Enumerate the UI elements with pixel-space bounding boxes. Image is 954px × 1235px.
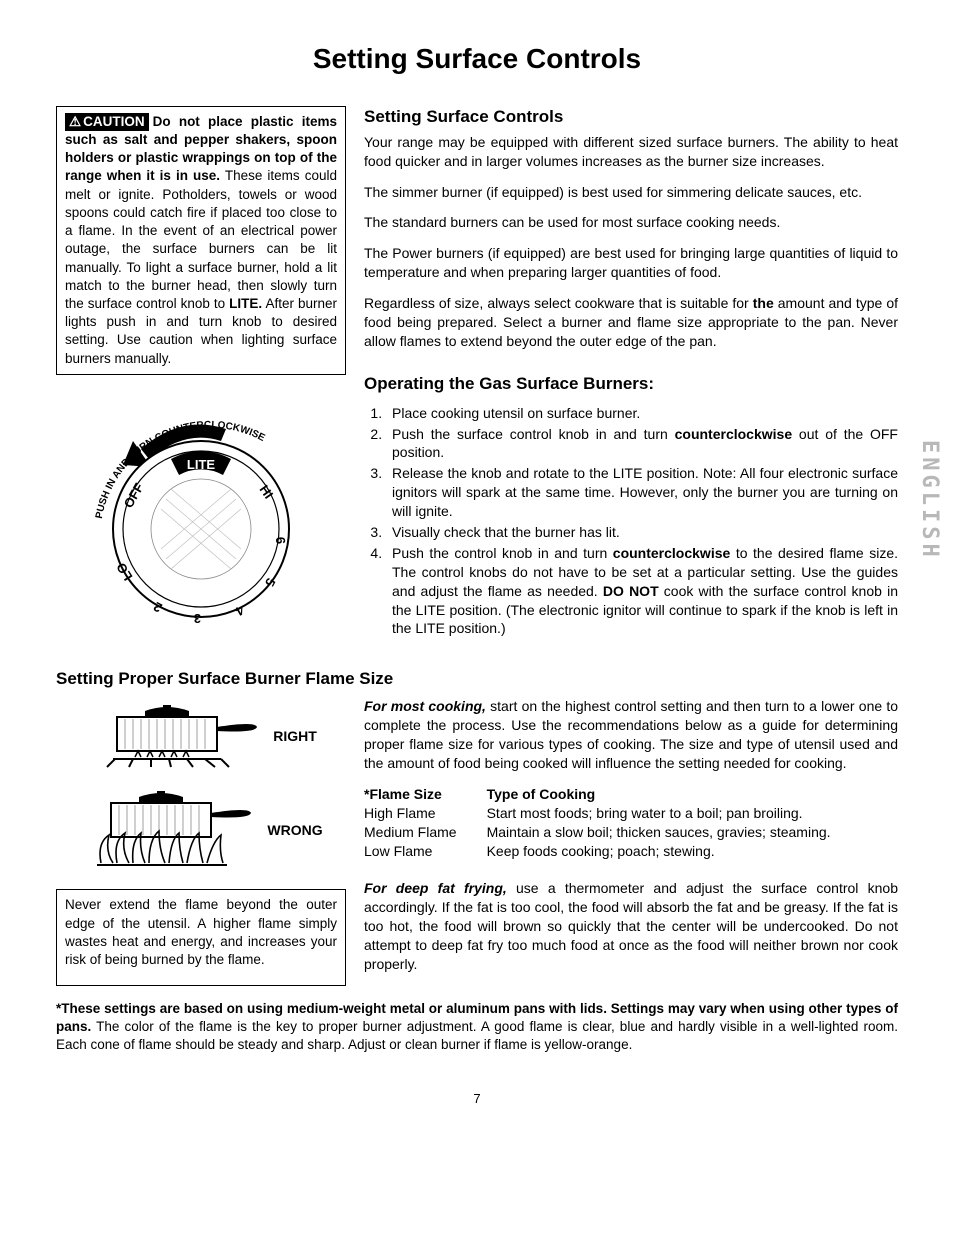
table-header-row: *Flame Size Type of Cooking	[364, 785, 861, 804]
col-cooking-type: Type of Cooking	[487, 785, 861, 804]
setting-p2: The simmer burner (if equipped) is best …	[364, 183, 898, 202]
pot-right-block: RIGHT	[85, 697, 317, 775]
top-row: ⚠CAUTION Do not place plastic items such…	[56, 106, 898, 641]
svg-text:LITE: LITE	[187, 457, 215, 472]
caution-box: ⚠CAUTION Do not place plastic items such…	[56, 106, 346, 375]
operating-steps: Place cooking utensil on surface burner.…	[386, 404, 898, 639]
right-label: RIGHT	[273, 727, 317, 746]
flame-p1: For most cooking, start on the highest c…	[364, 697, 898, 773]
pot-wrong-icon	[79, 785, 259, 875]
caution-badge: ⚠CAUTION	[65, 113, 149, 131]
step-4: Push the control knob in and turn counte…	[386, 544, 898, 638]
caution-body-a: These items could melt or ignite. Pothol…	[65, 168, 337, 311]
setting-p1: Your range may be equipped with differen…	[364, 133, 898, 171]
caution-lite: LITE.	[229, 296, 262, 311]
operating-heading: Operating the Gas Surface Burners:	[364, 373, 898, 396]
setting-p3: The standard burners can be used for mos…	[364, 213, 898, 232]
flame-heading: Setting Proper Surface Burner Flame Size	[56, 668, 898, 691]
col-flame-size: *Flame Size	[364, 785, 487, 804]
cell-type: Maintain a slow boil; thicken sauces, gr…	[487, 823, 861, 842]
pot-wrong-block: WRONG	[79, 785, 322, 875]
page-title: Setting Surface Controls	[56, 40, 898, 78]
pot-figures: RIGHT	[56, 697, 346, 875]
deep-fry-para: For deep fat frying, use a thermometer a…	[364, 879, 898, 973]
flame-table: *Flame Size Type of Cooking High Flame S…	[364, 785, 861, 861]
flame-row-2: Never extend the flame beyond the outer …	[56, 879, 898, 985]
table-row: High Flame Start most foods; bring water…	[364, 804, 861, 823]
step-1: Place cooking utensil on surface burner.	[386, 404, 898, 423]
knob-figure: PUSH IN AND TURN COUNTERCLOCKWISE	[56, 389, 346, 632]
caution-badge-text: CAUTION	[83, 114, 145, 129]
language-side-label: ENGLISH	[914, 440, 944, 561]
table-row: Low Flame Keep foods cooking; poach; ste…	[364, 842, 861, 861]
page-number: 7	[56, 1090, 898, 1108]
cell-size: Medium Flame	[364, 823, 487, 842]
step-3a: Release the knob and rotate to the LITE …	[386, 464, 898, 521]
footnote: *These settings are based on using mediu…	[56, 1000, 898, 1055]
setting-heading: Setting Surface Controls	[364, 106, 898, 129]
setting-p4: The Power burners (if equipped) are best…	[364, 244, 898, 282]
cell-type: Start most foods; bring water to a boil;…	[487, 804, 861, 823]
cell-size: High Flame	[364, 804, 487, 823]
step-2: Push the surface control knob in and tur…	[386, 425, 898, 463]
svg-text:6: 6	[273, 536, 288, 544]
table-row: Medium Flame Maintain a slow boil; thick…	[364, 823, 861, 842]
deep-fry-column: For deep fat frying, use a thermometer a…	[364, 879, 898, 985]
flame-section: Setting Proper Surface Burner Flame Size	[56, 668, 898, 1054]
right-column: Setting Surface Controls Your range may …	[364, 106, 898, 641]
flame-text-column: For most cooking, start on the highest c…	[364, 697, 898, 875]
pot-right-icon	[85, 697, 265, 775]
never-extend-box: Never extend the flame beyond the outer …	[56, 889, 346, 985]
setting-p5: Regardless of size, always select cookwa…	[364, 294, 898, 351]
cell-type: Keep foods cooking; poach; stewing.	[487, 842, 861, 861]
svg-text:3: 3	[194, 611, 201, 626]
warning-icon: ⚠	[69, 114, 81, 129]
left-column: ⚠CAUTION Do not place plastic items such…	[56, 106, 346, 641]
wrong-label: WRONG	[267, 821, 322, 840]
step-3b: Visually check that the burner has lit.	[386, 523, 898, 542]
flame-row: RIGHT	[56, 697, 898, 875]
cell-size: Low Flame	[364, 842, 487, 861]
